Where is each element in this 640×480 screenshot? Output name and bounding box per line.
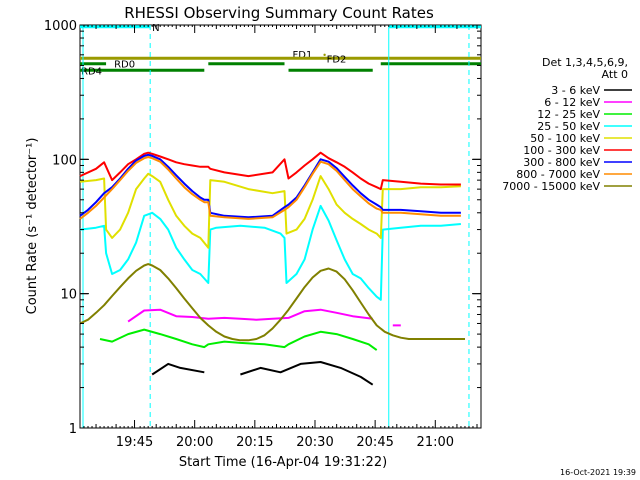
- instrument-flags: NFD1FD2RD0RD4: [80, 23, 481, 77]
- series-300-800-kev: [79, 153, 461, 219]
- legend-header-detectors: Det 1,3,4,5,6,9,: [542, 56, 628, 69]
- x-axis: 19:45 20:00 20:15 20:30 20:45 21:00: [83, 25, 478, 450]
- footer-timestamp: 16-Oct-2021 19:39: [560, 468, 636, 477]
- series-3-6-kev: [151, 361, 374, 386]
- legend-label-100-300-kev: 100 - 300 keV: [523, 144, 600, 157]
- series-6-12-kev: [127, 308, 401, 327]
- legend-label-6-12-kev: 6 - 12 keV: [544, 96, 600, 109]
- series-12-25-kev: [99, 328, 378, 351]
- legend-label-12-25-kev: 12 - 25 keV: [537, 108, 600, 121]
- legend-label-7000-15000-kev: 7000 - 15000 keV: [502, 180, 600, 193]
- legend-header-attenuator: Att 0: [602, 68, 628, 81]
- chart-title: RHESSI Observing Summary Count Rates: [124, 4, 434, 22]
- flag-rd4-label: RD4: [81, 66, 102, 77]
- x-tick-label: 20:45: [356, 435, 393, 450]
- y-tick-label: 1: [69, 422, 77, 437]
- y-tick-label: 1000: [44, 19, 77, 34]
- flag-fd2-label: FD2: [327, 54, 347, 65]
- flag-fd1-label: FD1: [293, 50, 313, 61]
- legend-label-800-7000-kev: 800 - 7000 keV: [516, 168, 600, 181]
- flag-fd1-marker: [323, 53, 326, 57]
- series-50-100-kev: [79, 172, 461, 249]
- x-tick-label: 20:00: [176, 435, 213, 450]
- y-tick-label: 100: [52, 153, 77, 168]
- series-group: [79, 151, 465, 386]
- flag-rd0-label: RD0: [114, 60, 135, 71]
- x-tick-label: 20:30: [296, 435, 333, 450]
- title: RHESSI Observing Summary Count Rates: [124, 4, 434, 22]
- y-tick-label: 10: [60, 288, 77, 303]
- legend-label-3-6-kev: 3 - 6 keV: [551, 84, 600, 97]
- legend-label-300-800-kev: 300 - 800 keV: [523, 156, 600, 169]
- x-tick-label: 19:45: [116, 435, 153, 450]
- x-axis-label: Start Time (16-Apr-04 19:31:22): [179, 455, 387, 470]
- orbit-marker-lines: [82, 25, 470, 428]
- series-800-7000-kev: [79, 156, 461, 220]
- series-25-50-kev: [79, 204, 461, 301]
- legend-label-50-100-kev: 50 - 100 keV: [530, 132, 600, 145]
- series-100-300-kev: [79, 151, 461, 191]
- x-tick-label: 21:00: [417, 435, 454, 450]
- x-tick-label: 20:15: [236, 435, 273, 450]
- legend-label-25-50-kev: 25 - 50 keV: [537, 120, 600, 133]
- series-7000-15000-kev: [79, 263, 465, 342]
- y-axis-label: Count Rate (s⁻¹ detector⁻¹): [25, 138, 40, 315]
- y-axis: 1 10 100 1000: [44, 19, 481, 437]
